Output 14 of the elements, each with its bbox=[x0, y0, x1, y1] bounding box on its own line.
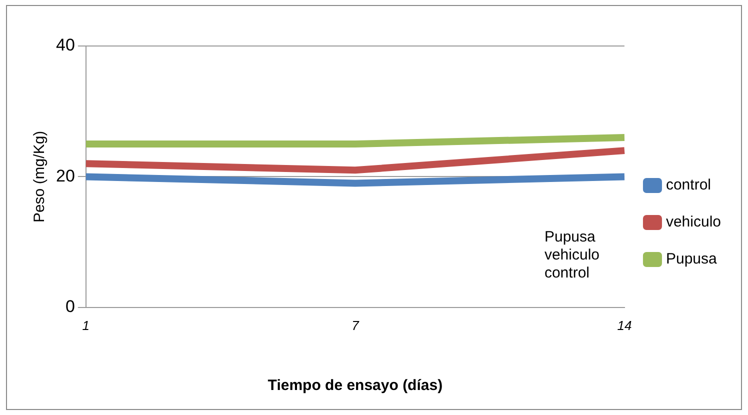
legend-label: control bbox=[666, 176, 711, 194]
x-tick-label: 1 bbox=[82, 318, 90, 333]
y-tick-label: 20 bbox=[56, 166, 75, 186]
x-tick-label: 14 bbox=[617, 318, 632, 333]
legend-label: vehiculo bbox=[666, 214, 722, 231]
annotation: Pupusa bbox=[544, 228, 596, 246]
annotation: vehiculo bbox=[544, 246, 600, 264]
x-axis-title: Tiempo de ensayo (días) bbox=[268, 377, 443, 394]
x-tick-label: 7 bbox=[352, 318, 360, 333]
y-tick-label: 40 bbox=[56, 36, 75, 55]
annotation: control bbox=[544, 264, 590, 282]
y-axis-title: Peso (mg/Kg) bbox=[31, 130, 48, 223]
legend-label: Pupusa bbox=[666, 250, 718, 268]
y-tick-label: 0 bbox=[65, 297, 75, 316]
